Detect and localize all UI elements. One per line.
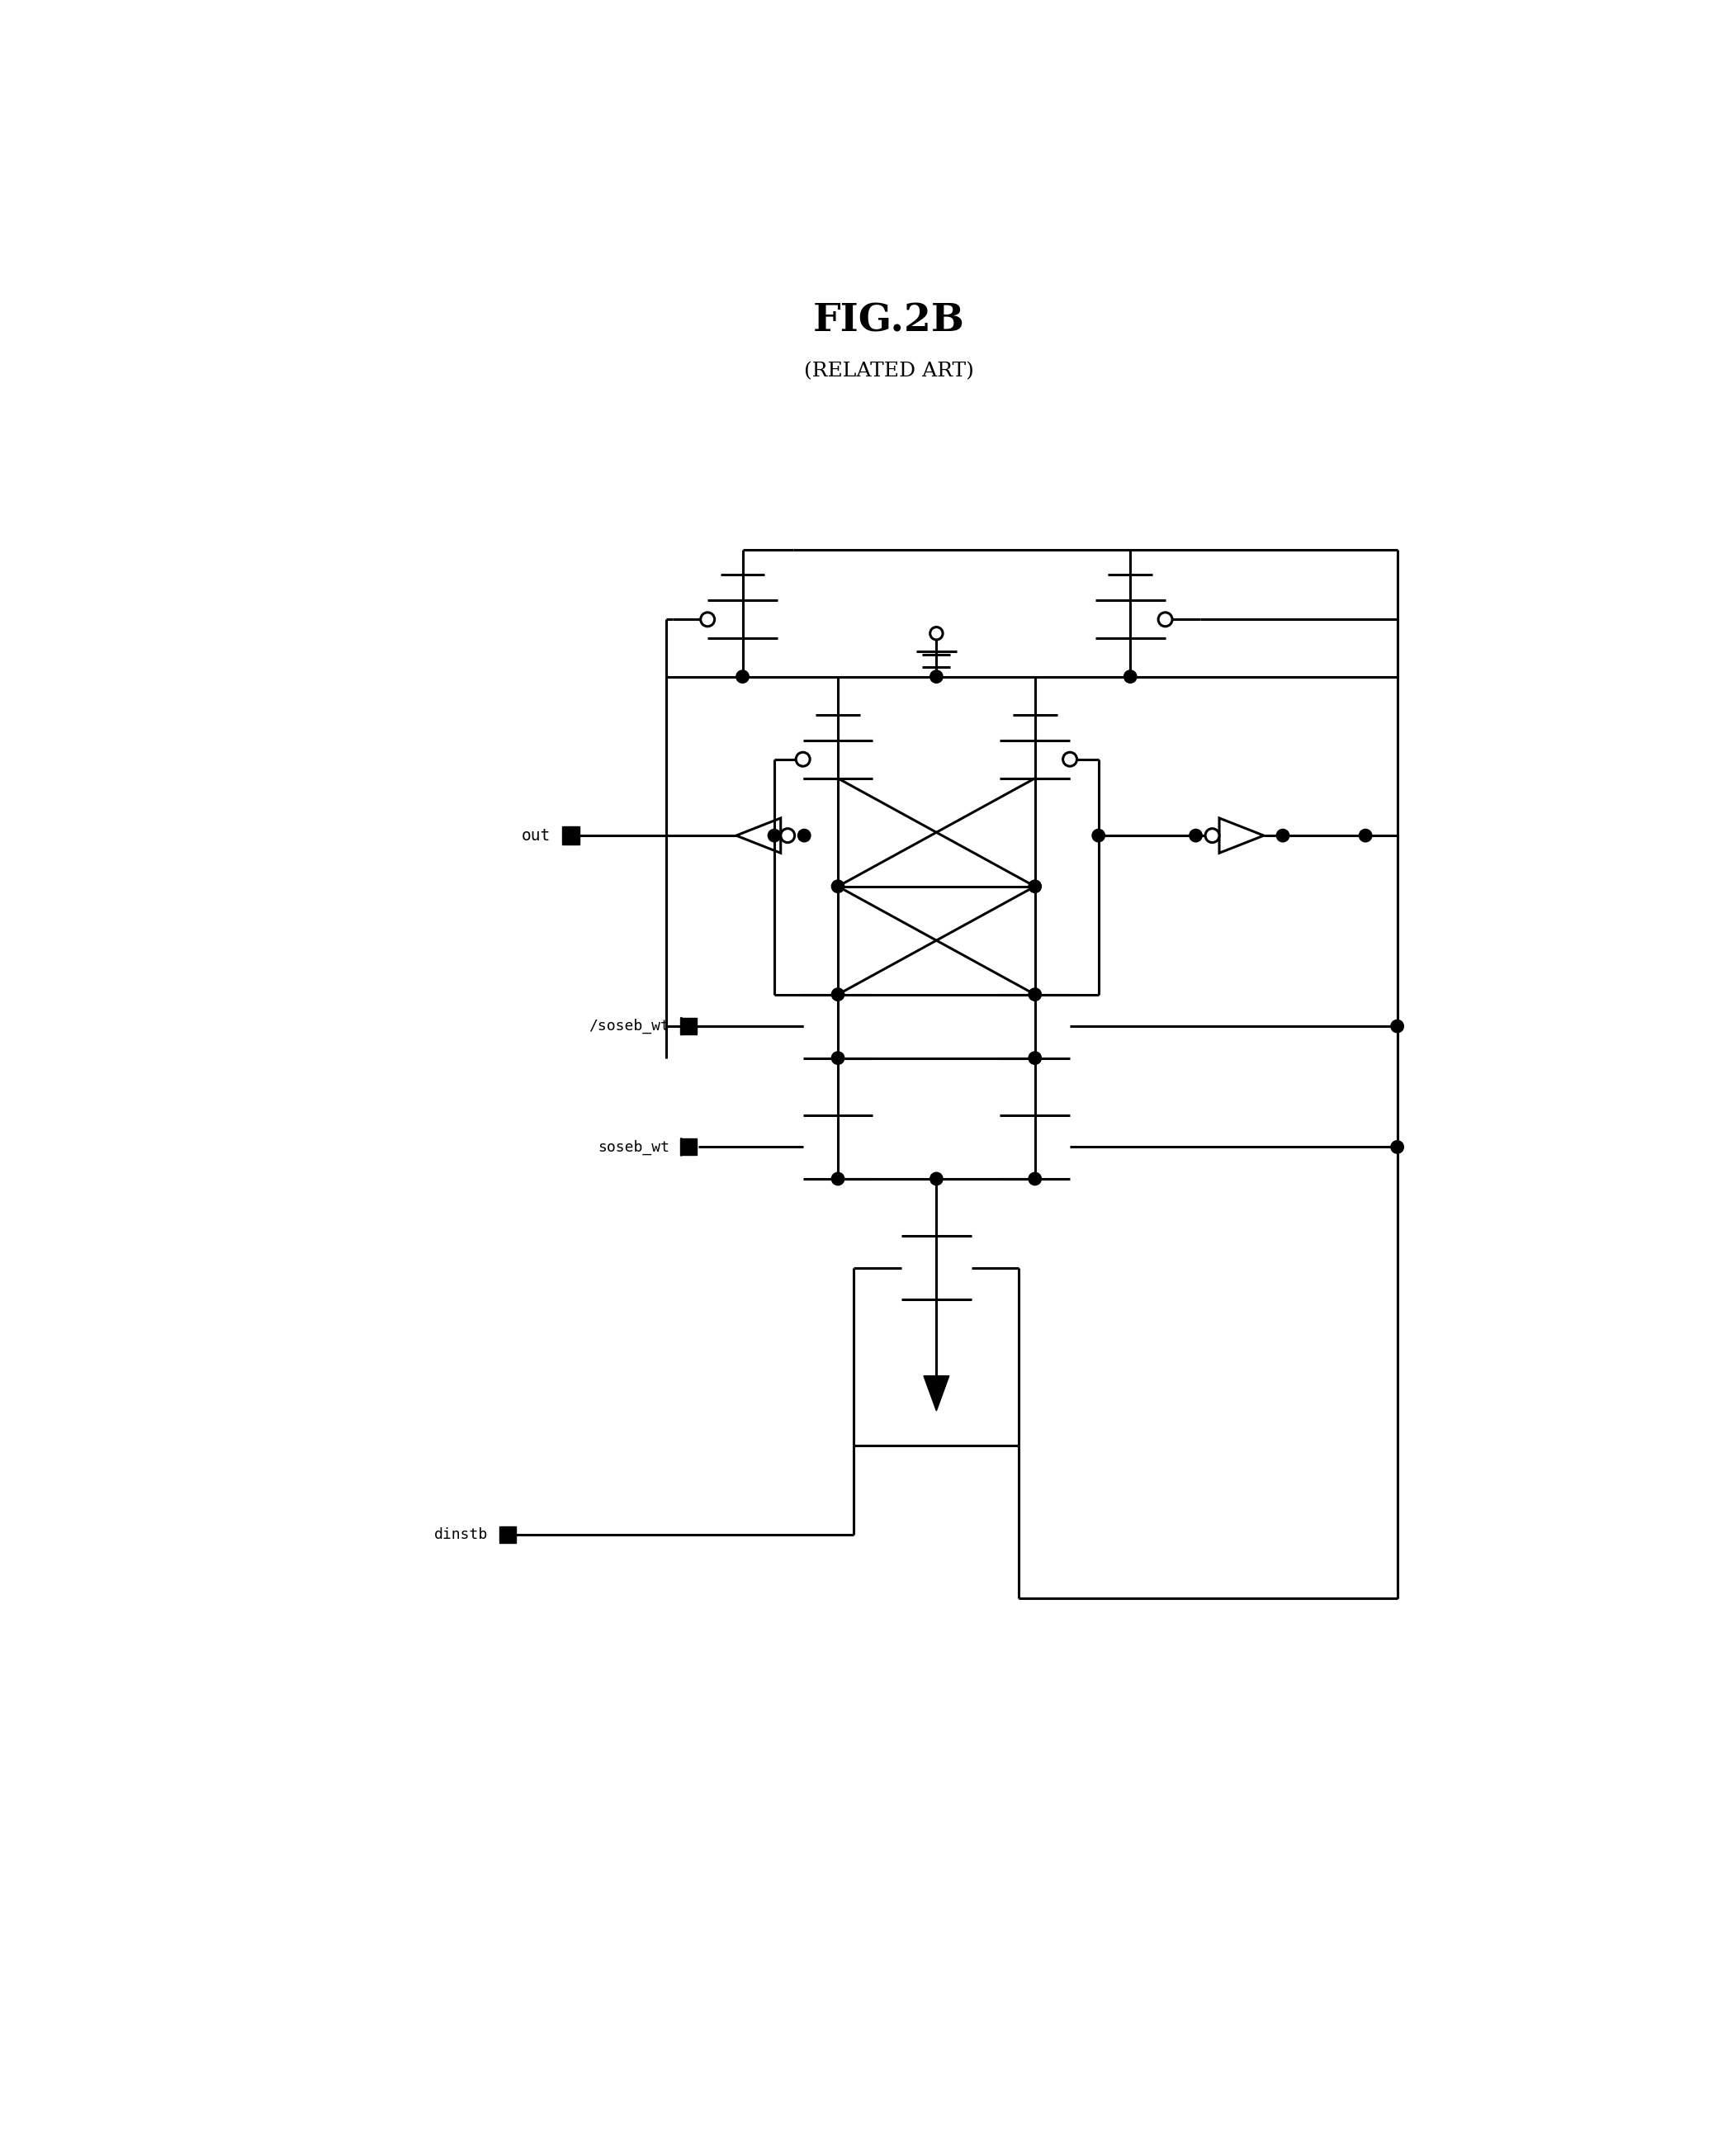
Bar bbox=[500, 1526, 516, 1544]
Bar bbox=[681, 1018, 696, 1033]
Circle shape bbox=[1158, 611, 1172, 627]
Circle shape bbox=[1205, 829, 1219, 842]
Text: (RELATED ART): (RELATED ART) bbox=[804, 362, 974, 381]
Circle shape bbox=[930, 670, 943, 683]
Circle shape bbox=[1062, 751, 1076, 766]
Circle shape bbox=[767, 829, 781, 842]
Circle shape bbox=[832, 881, 844, 893]
Circle shape bbox=[1391, 1021, 1404, 1033]
Text: FIG.2B: FIG.2B bbox=[812, 301, 965, 340]
Circle shape bbox=[1123, 670, 1137, 683]
Polygon shape bbox=[924, 1376, 950, 1410]
Circle shape bbox=[832, 1173, 844, 1184]
Text: dinstb: dinstb bbox=[434, 1526, 488, 1542]
Circle shape bbox=[701, 611, 715, 627]
Circle shape bbox=[1391, 1141, 1404, 1154]
Circle shape bbox=[781, 829, 795, 842]
Circle shape bbox=[832, 1051, 844, 1064]
Text: soseb_wt: soseb_wt bbox=[597, 1139, 670, 1154]
Text: out: out bbox=[521, 827, 550, 844]
Bar bbox=[562, 827, 580, 844]
Polygon shape bbox=[681, 1018, 696, 1036]
Circle shape bbox=[930, 1173, 943, 1184]
Circle shape bbox=[1029, 1051, 1042, 1064]
Circle shape bbox=[930, 627, 943, 639]
Circle shape bbox=[1029, 881, 1042, 893]
Circle shape bbox=[1029, 988, 1042, 1001]
Circle shape bbox=[1359, 829, 1371, 842]
Circle shape bbox=[736, 670, 748, 683]
Text: /soseb_wt: /soseb_wt bbox=[589, 1018, 670, 1033]
Circle shape bbox=[1189, 829, 1201, 842]
Circle shape bbox=[1029, 1173, 1042, 1184]
Polygon shape bbox=[681, 1139, 696, 1156]
Circle shape bbox=[1092, 829, 1104, 842]
Circle shape bbox=[832, 988, 844, 1001]
Circle shape bbox=[795, 751, 811, 766]
Circle shape bbox=[1276, 829, 1290, 842]
Bar bbox=[681, 1139, 696, 1156]
Circle shape bbox=[799, 829, 811, 842]
